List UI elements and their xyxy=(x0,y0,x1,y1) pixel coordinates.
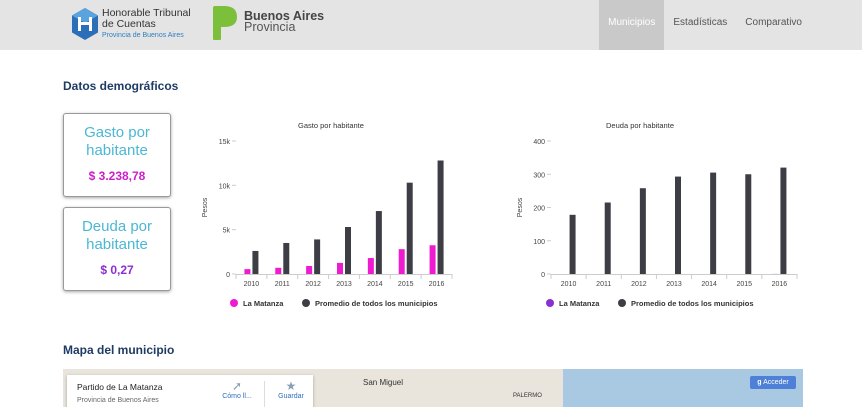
chart-deuda: 0 100 200 300 400 Pesos 2010 2011 2012 2013 2014 20… xyxy=(517,139,798,308)
legend-label: La Matanza xyxy=(243,299,284,308)
x-tick-label: 2012 xyxy=(631,281,647,288)
main-nav: Municipios Estadísticas Comparativo xyxy=(599,0,862,50)
chart-title-gasto: Gasto por habitante xyxy=(298,121,364,130)
bar-la-matanza xyxy=(306,266,313,274)
bar-promedio xyxy=(252,250,259,274)
y-tick-label: 100 xyxy=(533,239,545,246)
x-tick-label: 2014 xyxy=(367,281,383,288)
bar-promedio xyxy=(569,214,576,274)
bar-promedio xyxy=(780,167,787,274)
chart-gasto: 0 5k 10k 15k Pesos 2010 2011 2012 2013 2014 2015 20… xyxy=(202,139,453,308)
x-tick-label: 2014 xyxy=(701,281,717,288)
bar-promedio xyxy=(604,202,611,274)
map-place-panel: Partido de La Matanza Provincia de Bueno… xyxy=(67,375,313,407)
x-tick-label: 2012 xyxy=(305,281,321,288)
bar-la-matanza xyxy=(398,249,405,274)
htc-logo-title: Honorable Tribunal de Cuentas xyxy=(102,7,191,30)
x-tick-label: 2015 xyxy=(398,281,414,288)
map-place-name: Partido de La Matanza xyxy=(77,382,163,392)
bar-la-matanza xyxy=(275,267,282,274)
legend-marker xyxy=(546,299,554,307)
bar-la-matanza xyxy=(367,258,374,274)
bar-promedio xyxy=(314,239,321,274)
x-tick-label: 2016 xyxy=(429,281,445,288)
x-tick-label: 2016 xyxy=(772,281,788,288)
x-tick-label: 2011 xyxy=(275,281,290,288)
y-tick-label: 0 xyxy=(226,272,230,279)
bar-promedio xyxy=(437,160,444,274)
bar-promedio xyxy=(283,242,290,274)
x-tick-label: 2011 xyxy=(596,281,611,288)
legend-label: Promedio de todos los municipios xyxy=(315,299,438,308)
y-tick-label: 300 xyxy=(533,172,545,179)
x-tick-label: 2010 xyxy=(561,281,577,288)
map-place-province: Provincia de Buenos Aires xyxy=(77,397,159,404)
google-plus-icon: g xyxy=(757,379,762,386)
legend-marker xyxy=(302,299,310,307)
top-navbar: Honorable Tribunal de Cuentas Provincia … xyxy=(0,0,862,50)
nav-comparativo[interactable]: Comparativo xyxy=(745,17,802,28)
legend-label: La Matanza xyxy=(559,299,600,308)
bar-la-matanza xyxy=(244,269,251,274)
chart-title-deuda: Deuda por habitante xyxy=(606,121,674,130)
gasto-card-value: $ 3.238,78 xyxy=(88,169,146,183)
bar-promedio xyxy=(710,172,717,274)
map-title: Mapa del municipio xyxy=(63,343,175,357)
bar-la-matanza xyxy=(429,245,436,274)
y-axis-title: Pesos xyxy=(202,197,209,217)
htc-logo-subtitle: Provincia de Buenos Aires xyxy=(102,32,184,39)
municipality-map[interactable]: San Miguel PALERMO Partido de La Matanza… xyxy=(63,369,803,407)
bar-promedio xyxy=(639,188,646,274)
gasto-card: Gasto por habitante $ 3.238,78 xyxy=(63,113,171,197)
map-directions-button[interactable]: ➚ Cómo ll... xyxy=(217,379,257,400)
map-city-label: San Miguel xyxy=(363,378,404,387)
y-tick-label: 15k xyxy=(219,139,231,146)
bar-la-matanza xyxy=(337,262,343,274)
legend-marker xyxy=(230,299,238,307)
x-tick-label: 2013 xyxy=(336,281,352,288)
bar-promedio xyxy=(406,182,413,274)
buenos-aires-logo-text: Buenos Aires Provincia xyxy=(244,9,325,34)
bar-promedio xyxy=(675,176,681,274)
nav-estadisticas[interactable]: Estadísticas xyxy=(673,17,728,28)
y-tick-label: 0 xyxy=(541,272,545,279)
y-tick-label: 200 xyxy=(533,206,545,213)
map-signin-button[interactable]: g Acceder xyxy=(750,376,796,389)
legend-label: Promedio de todos los municipios xyxy=(631,299,754,308)
star-icon: ★ xyxy=(285,379,297,393)
legend-marker xyxy=(618,299,626,307)
map-divider xyxy=(264,381,265,407)
directions-icon: ➚ xyxy=(231,379,243,393)
x-tick-label: 2015 xyxy=(736,281,752,288)
deuda-card: Deuda por habitante $ 0,27 xyxy=(63,207,171,291)
y-tick-label: 400 xyxy=(533,139,545,146)
bar-promedio xyxy=(745,174,752,274)
demographics-title: Datos demográficos xyxy=(63,79,179,93)
x-tick-label: 2013 xyxy=(666,281,682,288)
gasto-card-label: Gasto por habitante xyxy=(84,124,150,159)
deuda-card-label: Deuda por habitante xyxy=(81,218,153,253)
y-tick-label: 5k xyxy=(223,228,231,235)
map-palermo-label: PALERMO xyxy=(513,393,542,399)
deuda-card-value: $ 0,27 xyxy=(100,263,134,277)
x-tick-label: 2010 xyxy=(244,281,260,288)
buenos-aires-logo-icon xyxy=(213,6,237,40)
bar-promedio xyxy=(345,227,351,274)
map-save-button[interactable]: ★ Guardar xyxy=(271,379,311,400)
y-tick-label: 10k xyxy=(219,183,231,190)
y-axis-title: Pesos xyxy=(517,197,524,217)
bar-promedio xyxy=(375,211,382,274)
htc-logo-icon xyxy=(72,8,98,40)
nav-municipios[interactable]: Municipios xyxy=(599,0,665,50)
